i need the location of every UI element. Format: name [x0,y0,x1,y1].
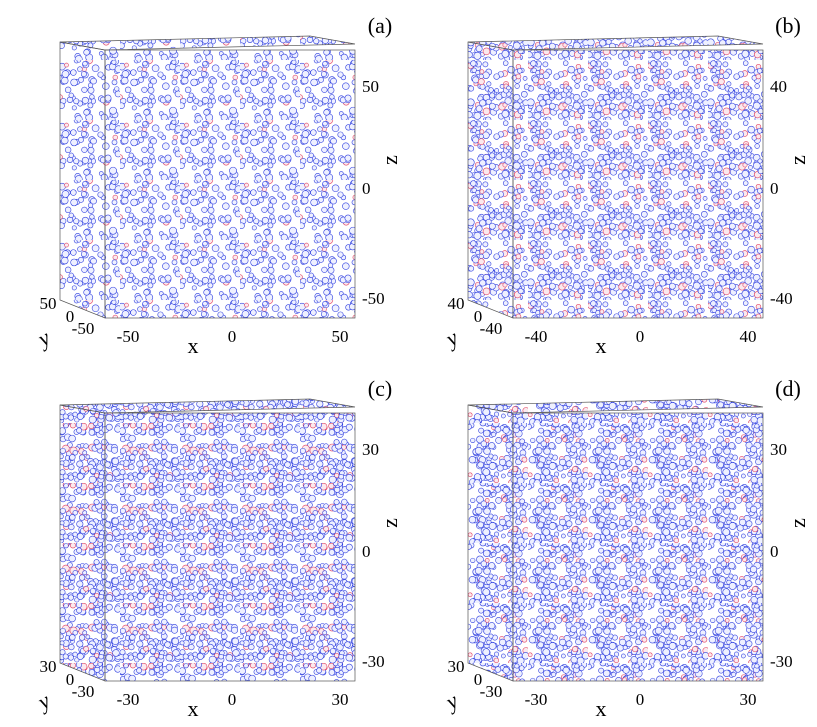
x-tick-label: 0 [228,327,237,346]
z-axis-label: z [785,518,810,528]
y-tick-label: 40 [448,294,465,313]
x-tick-label: 0 [636,327,645,346]
y-tick-label: 0 [474,307,483,326]
box-front-face [104,49,356,319]
box-top-face [467,398,764,414]
box-left-face [59,404,106,682]
y-tick-label: -50 [72,319,95,338]
y-axis-label: y [32,324,55,352]
box-front-face [512,49,764,319]
y-tick-label: -30 [480,682,503,701]
x-tick-label: -30 [525,690,548,709]
x-axis-label: x [596,696,607,721]
y-tick-label: 30 [40,657,57,676]
z-tick-label: -40 [770,289,793,308]
box-top-face [59,35,356,51]
panel-label: (d) [775,376,801,401]
x-tick-label: -40 [525,327,548,346]
z-axis-label: z [785,155,810,165]
x-axis-label: x [188,333,199,358]
x-tick-label: 0 [228,690,237,709]
box-top-face [59,398,356,414]
z-tick-label: 0 [770,542,779,561]
z-tick-label: 0 [770,179,779,198]
x-tick-label: 50 [332,327,349,346]
x-tick-label: -50 [117,327,140,346]
box-front-face [512,412,764,682]
x-tick-label: -30 [117,690,140,709]
x-tick-label: 40 [740,327,757,346]
panel-label: (c) [368,376,392,401]
panel-label: (b) [775,13,801,38]
box-front-face [104,412,356,682]
box-left-face [467,41,514,319]
y-tick-label: 0 [474,670,483,689]
z-tick-label: 30 [770,440,787,459]
panel-label: (a) [368,13,392,38]
x-tick-label: 30 [332,690,349,709]
y-tick-label: -40 [480,319,503,338]
y-tick-label: 0 [66,307,75,326]
z-axis-label: z [377,518,402,528]
box-left-face [59,41,106,319]
z-tick-label: 50 [362,77,379,96]
box-top-face [467,35,764,51]
y-axis-label: y [32,687,55,715]
z-tick-label: 0 [362,542,371,561]
x-tick-label: 0 [636,690,645,709]
z-tick-label: -50 [362,289,385,308]
y-tick-label: 50 [40,294,57,313]
y-tick-label: -30 [72,682,95,701]
z-tick-label: -30 [362,652,385,671]
x-tick-label: 30 [740,690,757,709]
y-axis-label: y [440,324,463,352]
y-tick-label: 0 [66,670,75,689]
z-tick-label: 30 [362,440,379,459]
z-tick-label: -30 [770,652,793,671]
y-tick-label: 30 [448,657,465,676]
box-left-face [467,404,514,682]
z-tick-label: 0 [362,179,371,198]
x-axis-label: x [596,333,607,358]
z-tick-label: 40 [770,77,787,96]
x-axis-label: x [188,696,199,721]
z-axis-label: z [377,155,402,165]
y-axis-label: y [440,687,463,715]
